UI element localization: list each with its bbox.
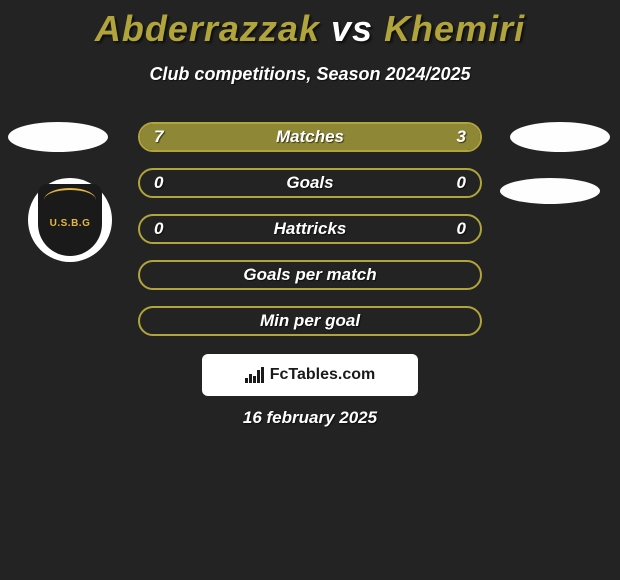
club-badge-text: U.S.B.G <box>50 218 91 229</box>
stat-label: Goals <box>140 170 480 196</box>
player1-name: Abderrazzak <box>95 8 320 49</box>
player1-club-badge: U.S.B.G <box>28 178 112 262</box>
chart-icon <box>245 367 264 383</box>
subtitle: Club competitions, Season 2024/2025 <box>0 64 620 85</box>
stat-row: 73Matches <box>138 122 482 152</box>
date-label: 16 february 2025 <box>0 408 620 428</box>
stat-label: Goals per match <box>140 262 480 288</box>
player2-name: Khemiri <box>384 8 525 49</box>
brand-text: FcTables.com <box>270 366 376 384</box>
stat-row: Goals per match <box>138 260 482 290</box>
stat-label: Min per goal <box>140 308 480 334</box>
stat-row: Min per goal <box>138 306 482 336</box>
stat-label: Hattricks <box>140 216 480 242</box>
stat-row: 00Hattricks <box>138 214 482 244</box>
player1-avatar <box>8 122 108 152</box>
player2-avatar <box>510 122 610 152</box>
comparison-bars: 73Matches 00Goals 00Hattricks Goals per mat… <box>138 122 482 352</box>
stat-label: Matches <box>140 124 480 150</box>
brand-box[interactable]: FcTables.com <box>202 354 418 396</box>
vs-label: vs <box>331 8 373 49</box>
page-title: Abderrazzak vs Khemiri <box>0 0 620 50</box>
player2-club-placeholder <box>500 178 600 204</box>
stat-row: 00Goals <box>138 168 482 198</box>
